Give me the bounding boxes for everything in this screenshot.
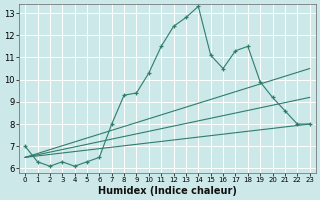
X-axis label: Humidex (Indice chaleur): Humidex (Indice chaleur) [98, 186, 237, 196]
